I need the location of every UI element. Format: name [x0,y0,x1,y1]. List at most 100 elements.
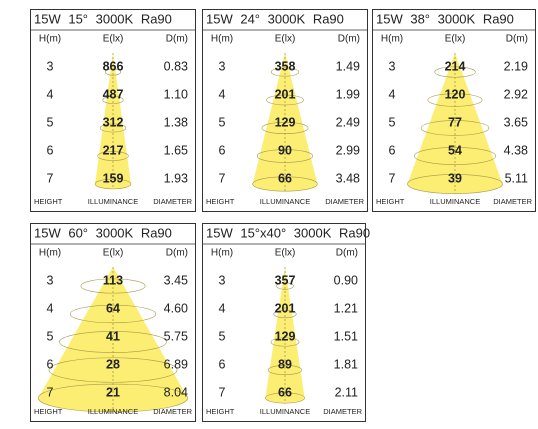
diameter-value: 2.92 [504,87,528,101]
height-value: 4 [219,301,226,315]
column-footer: DIAMETER [153,197,192,206]
illuminance-value: 357 [275,273,296,287]
illuminance-value: 39 [448,171,462,185]
height-value: 3 [219,273,226,287]
panel-title: 15W 24° 3000K Ra90 [206,11,344,26]
height-value: 3 [219,59,226,73]
diameter-value: 4.60 [164,301,188,315]
column-footer: DIAMETER [325,197,364,206]
diameter-value: 1.38 [164,115,188,129]
beam-ellipse [267,365,303,375]
column-header: D(m) [166,34,188,45]
diameter-value: 5.75 [164,329,188,343]
column-footer: DIAMETER [493,197,532,206]
column-header: H(m) [39,248,61,259]
height-value: 4 [47,87,54,101]
illuminance-value: 66 [278,385,292,399]
panel-title: 15W 38° 3000K Ra90 [376,11,514,26]
diameter-value: 3.65 [504,115,528,129]
beam-ellipse [407,174,503,194]
diameter-value: 6.89 [164,357,188,371]
light-cone [95,53,131,189]
height-value: 5 [219,115,226,129]
height-value: 6 [47,357,54,371]
illuminance-value: 129 [275,329,296,343]
illuminance-value: 41 [106,329,120,343]
illuminance-value: 201 [275,301,296,315]
height-value: 5 [219,329,226,343]
illuminance-value: 201 [275,87,296,101]
diameter-value: 1.65 [164,143,188,157]
column-footer: HEIGHT [34,197,63,206]
column-header: E(lx) [275,34,296,45]
illuminance-value: 113 [103,273,123,287]
beam-ellipse [37,383,189,413]
diameter-value: 2.49 [336,115,360,129]
diameter-value: 1.99 [336,87,360,101]
diameter-value: 3.48 [336,171,360,185]
illuminance-value: 90 [278,143,292,157]
illuminance-value: 66 [278,171,292,185]
illuminance-value: 129 [275,115,296,129]
beam-ellipse [97,151,129,161]
diameter-value: 1.10 [164,87,188,101]
height-value: 6 [219,357,226,371]
column-header: E(lx) [445,34,466,45]
height-value: 6 [389,143,396,157]
beam-ellipse [94,178,132,190]
illuminance-value: 217 [103,143,124,157]
beam-ellipse [69,304,157,324]
illuminance-value: 214 [445,59,466,73]
beam-ellipse [80,278,146,294]
illuminance-value: 312 [103,115,124,129]
column-footer: HEIGHT [206,197,235,206]
height-value: 4 [219,87,226,101]
diameter-value: 2.19 [504,59,528,73]
beam-ellipse [59,331,167,353]
beam-ellipse [270,337,300,347]
height-value: 6 [219,143,226,157]
panel: 15W 24° 3000K Ra90 H(m) E(lx) D(m) 3 358 1.49 4… [202,9,368,212]
beam-ellipse [256,149,314,163]
height-value: 4 [47,301,54,315]
illuminance-value: 866 [103,59,124,73]
beam-ellipse [252,176,318,192]
illuminance-value: 120 [445,87,466,101]
height-value: 6 [47,143,54,157]
beam-ellipse [266,94,304,106]
column-footer: DIAMETER [323,407,362,416]
height-value: 5 [47,115,54,129]
column-footer: ILLUMINANCE [260,407,310,416]
column-footer: ILLUMINANCE [260,197,310,206]
illuminance-value: 54 [448,143,462,157]
height-value: 5 [389,115,396,129]
panel-title: 15W 15° 3000K Ra90 [34,11,172,26]
beam-ellipse [420,120,490,136]
panel: 15W 38° 3000K Ra90 H(m) E(lx) D(m) 3 214 2.19 4… [372,9,536,212]
column-header: D(m) [506,34,528,45]
diameter-value: 1.21 [334,301,358,315]
beam-ellipse [413,147,497,165]
column-header: D(m) [336,248,358,259]
light-cone [407,53,503,194]
column-header: E(lx) [275,248,296,259]
column-header: H(m) [211,248,233,259]
beam-ellipse [265,392,305,404]
diameter-value: 0.83 [164,59,188,73]
column-header: H(m) [39,34,61,45]
diameter-value: 1.93 [164,171,188,185]
height-value: 7 [47,385,54,399]
beam-ellipse [434,66,476,78]
column-footer: ILLUMINANCE [88,197,138,206]
beam-ellipse [48,357,178,383]
height-value: 7 [47,171,54,185]
panel: 15W 60° 3000K Ra90 H(m) E(lx) D(m) 3 113 3.45 4… [30,223,196,422]
beam-ellipse [99,123,127,133]
diameter-value: 2.11 [335,385,358,399]
beam-ellipse [270,67,300,77]
height-value: 7 [219,171,226,185]
column-footer: HEIGHT [34,407,63,416]
height-value: 3 [47,59,54,73]
beam-ellipse [276,282,294,290]
column-header: E(lx) [103,248,124,259]
